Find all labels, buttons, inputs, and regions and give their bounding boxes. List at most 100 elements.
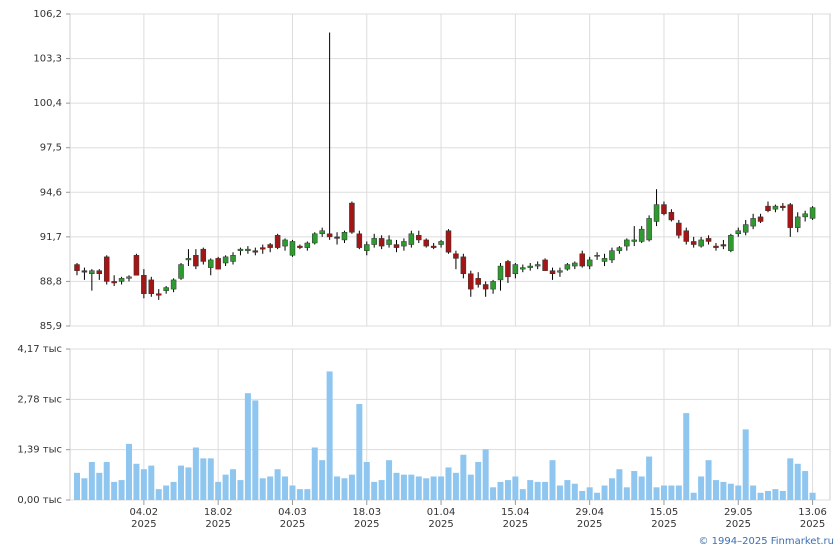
candle-body	[490, 281, 496, 290]
candle-body	[393, 244, 400, 248]
volume-bar	[794, 463, 801, 500]
candle-body	[438, 241, 444, 245]
x-tick-label: 29.05 2025	[723, 507, 753, 530]
candle-body	[148, 279, 155, 294]
candle-body	[364, 244, 370, 251]
candle-body	[586, 259, 593, 267]
candle-body	[207, 259, 214, 268]
volume-bar	[230, 469, 237, 500]
candle-body	[163, 287, 169, 291]
candle-body	[557, 270, 563, 273]
candle-body	[274, 235, 281, 248]
candle-body	[141, 275, 147, 294]
volume-bar	[126, 443, 133, 500]
footer: © 1994–2025 Finmarket.ru	[698, 536, 834, 547]
y-tick-label: 106,2	[33, 9, 62, 20]
volume-bar	[200, 458, 207, 500]
volume-bar	[348, 474, 355, 500]
candle-body	[772, 205, 779, 210]
volume-bar	[675, 485, 682, 500]
volume-bar	[140, 469, 147, 500]
volume-bar	[802, 471, 809, 500]
candle-body	[482, 284, 489, 290]
volume-bar	[215, 481, 222, 500]
candle-body	[520, 267, 526, 270]
volume-bar	[289, 485, 296, 500]
candle-body	[646, 218, 652, 241]
x-tick-label: 13.06 2025	[798, 507, 827, 530]
candle-body	[601, 258, 608, 262]
volume-bar	[653, 487, 660, 500]
candle-body	[133, 255, 140, 276]
candle-body	[705, 238, 712, 242]
candle-body	[534, 264, 541, 267]
volume-bar	[408, 474, 415, 500]
x-tick-label: 29.04 2025	[575, 507, 604, 530]
candle-body	[780, 205, 786, 208]
volume-bar	[683, 413, 690, 500]
candle-body	[735, 230, 742, 235]
candle-body	[728, 235, 734, 251]
candle-body	[460, 256, 467, 274]
candle-body	[222, 256, 229, 264]
volume-bar	[148, 465, 155, 500]
volume-bar	[415, 476, 422, 500]
candle-body	[579, 253, 585, 267]
candle-body	[497, 265, 504, 281]
volume-bar	[660, 485, 667, 500]
volume-bar	[698, 476, 705, 500]
volume-bar	[690, 492, 697, 500]
candle-body	[215, 258, 221, 270]
x-tick-label: 04.02 2025	[129, 507, 159, 530]
volume-bar	[185, 467, 192, 500]
candle-body	[624, 239, 630, 247]
volume-bar	[282, 476, 289, 500]
y-tick-label: 1,39 тыс	[17, 445, 62, 456]
volume-bar	[727, 483, 734, 500]
volume-bar	[423, 478, 430, 500]
candle-body	[74, 264, 80, 271]
volume-bar	[304, 489, 311, 500]
candle-body	[349, 202, 355, 233]
y-tick-label: 100,4	[33, 98, 62, 109]
volume-bar	[163, 485, 170, 500]
volume-bar	[720, 481, 727, 500]
volume-bar	[252, 400, 259, 500]
volume-bar	[638, 476, 645, 500]
candle-body	[252, 250, 259, 253]
y-tick-label: 85,9	[40, 321, 62, 332]
volume-bar	[809, 492, 816, 500]
volume-bar	[735, 485, 742, 500]
y-tick-label: 91,7	[40, 232, 62, 243]
volume-bar	[586, 487, 593, 500]
volume-bar	[497, 481, 504, 500]
y-tick-label: 0,00 тыс	[17, 495, 62, 506]
volume-bar	[111, 481, 118, 500]
candle-body	[103, 256, 110, 282]
volume-bar	[274, 469, 281, 500]
volume-bar	[764, 490, 771, 500]
candle-body	[341, 231, 348, 241]
y-tick-label: 97,5	[40, 143, 62, 154]
candle-body	[676, 222, 682, 236]
candle-body	[282, 239, 288, 247]
volume-bar	[475, 461, 482, 500]
volume-bar	[74, 472, 80, 500]
volume-bar	[601, 485, 608, 500]
candle-body	[616, 247, 623, 251]
volume-bar	[594, 492, 601, 500]
x-tick-label: 01.04 2025	[426, 507, 456, 530]
candle-body	[542, 259, 548, 271]
candle-body	[267, 244, 273, 248]
candle-body	[193, 255, 199, 267]
candle-body	[609, 250, 615, 261]
candle-body	[594, 255, 600, 257]
volume-bar	[579, 490, 586, 500]
candle-body	[312, 233, 318, 244]
volume-bar	[326, 371, 333, 500]
candle-body	[638, 228, 645, 242]
candle-body	[230, 255, 236, 262]
volume-bar	[490, 487, 497, 500]
volume-bar	[616, 469, 623, 500]
